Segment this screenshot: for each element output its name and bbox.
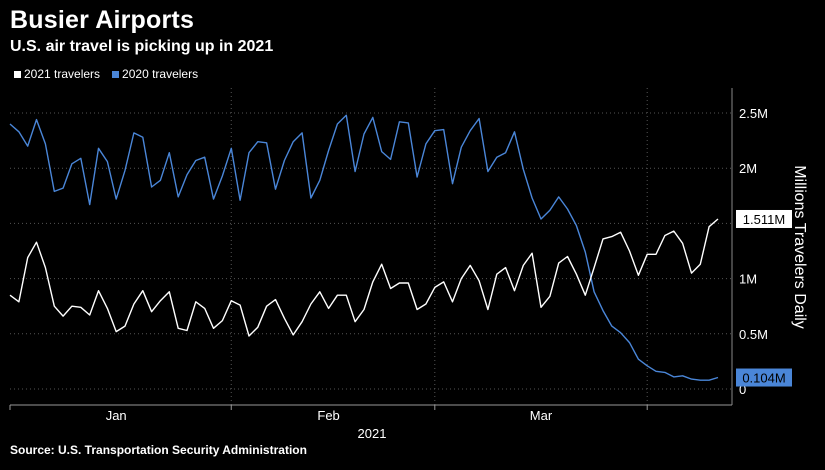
end-label-2021-text: 1.511M — [743, 212, 785, 227]
chart-subtitle: U.S. air travel is picking up in 2021 — [10, 38, 274, 55]
legend-item-2021: 2021 travelers — [14, 67, 100, 81]
legend-label-2021: 2021 travelers — [24, 67, 101, 81]
chart-title: Busier Airports — [10, 6, 195, 34]
end-label-2021-box — [736, 209, 792, 228]
legend-label-2020: 2020 travelers — [122, 67, 199, 81]
end-label-2020-box — [736, 368, 792, 387]
x-tick-label-feb: Feb — [317, 408, 339, 423]
y-tick-label: 1M — [739, 272, 757, 287]
legend-swatch-2021 — [14, 70, 21, 78]
y-tick-label: 2.5M — [739, 106, 768, 121]
y-tick-label: 0.5M — [739, 327, 768, 342]
x-tick-label-mar: Mar — [530, 408, 553, 423]
x-axis-year-label: 2021 — [358, 426, 387, 441]
series-line-2021 — [9, 218, 719, 337]
legend-swatch-2020 — [112, 70, 120, 78]
y-tick-label: 0 — [739, 382, 746, 397]
x-tick-label-jan: Jan — [106, 408, 127, 423]
end-label-2020-text: 0.104M — [742, 371, 785, 386]
y-tick-label: 2M — [739, 161, 757, 176]
legend-item-2020: 2020 travelers — [112, 67, 198, 81]
y-axis-title: Millions Travelers Daily — [791, 165, 808, 329]
source-note: Source: U.S. Transportation Security Adm… — [10, 443, 307, 457]
legend: 2021 travelers 2020 travelers — [14, 67, 198, 81]
series-line-2020 — [9, 114, 719, 381]
